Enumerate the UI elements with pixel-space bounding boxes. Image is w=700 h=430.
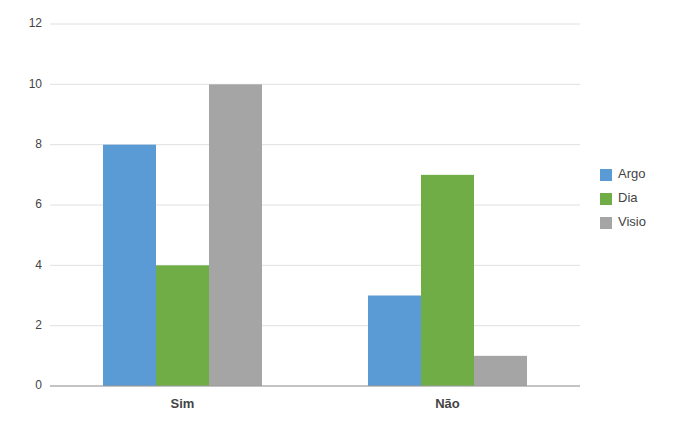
- page: {"chart_data": {"type": "bar", "categori…: [0, 0, 700, 430]
- bar: [474, 356, 527, 386]
- y-tick-label: 8: [35, 137, 42, 151]
- x-tick-label: Não: [435, 396, 460, 411]
- grid-line: [50, 24, 580, 25]
- y-tick-label: 12: [29, 16, 43, 30]
- legend-swatch: [600, 193, 612, 205]
- y-tick-label: 0: [35, 378, 42, 392]
- bar: [103, 145, 156, 386]
- legend-swatch: [600, 169, 612, 181]
- chart: 0 2 4 6 8 10 12 Sim Não Argo Dia Visio: [0, 0, 700, 430]
- y-axis: 0 2 4 6 8 10 12: [29, 16, 580, 392]
- y-tick-label: 10: [29, 77, 43, 91]
- y-tick-label: 2: [35, 318, 42, 332]
- bars: [103, 84, 527, 386]
- x-tick-label: Sim: [171, 396, 195, 411]
- grid-line: [50, 386, 580, 387]
- bar: [368, 296, 421, 387]
- legend: Argo Dia Visio: [600, 166, 646, 229]
- legend-label: Visio: [618, 214, 646, 229]
- legend-swatch: [600, 217, 612, 229]
- grid-line: [50, 84, 580, 85]
- bar: [209, 84, 262, 386]
- legend-label: Dia: [618, 190, 638, 205]
- x-axis: Sim Não: [50, 386, 580, 411]
- legend-label: Argo: [618, 166, 645, 181]
- bar: [421, 175, 474, 386]
- bar: [156, 265, 209, 386]
- x-axis-line: [50, 386, 580, 387]
- y-tick-label: 6: [35, 197, 42, 211]
- y-tick-label: 4: [35, 258, 42, 272]
